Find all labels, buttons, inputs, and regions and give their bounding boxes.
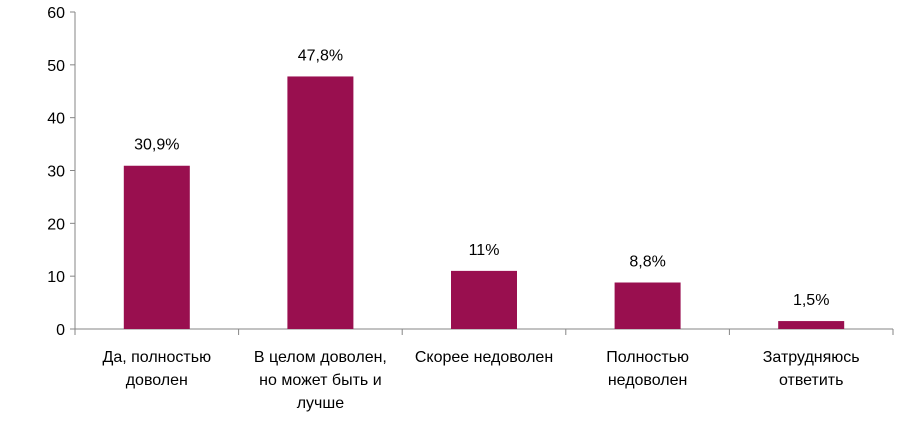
bars	[123, 76, 845, 329]
category-label: Полностью	[606, 349, 689, 366]
bar	[778, 321, 845, 329]
y-tick-label: 40	[47, 111, 65, 128]
y-tick-label: 0	[56, 322, 65, 339]
data-label: 47,8%	[298, 47, 343, 64]
category-labels: Да, полностью доволен В целом доволен, но м…	[103, 349, 860, 412]
category-label: ответить	[779, 372, 844, 389]
y-axis: 0 10 20 30 40 50 60	[47, 5, 76, 339]
data-label: 11%	[469, 242, 500, 259]
data-label: 30,9%	[134, 137, 179, 154]
category-label: доволен	[126, 372, 188, 389]
category-label: Скорее недоволен	[415, 349, 553, 366]
y-tick-label: 20	[47, 216, 65, 233]
y-tick-label: 30	[47, 164, 65, 181]
bar	[451, 270, 517, 329]
y-tick-label: 50	[47, 58, 65, 75]
data-label: 1,5%	[793, 292, 829, 309]
category-label: лучше	[297, 395, 345, 412]
category-label: Да, полностью	[103, 349, 212, 366]
category-label: Затрудняюсь	[763, 349, 860, 366]
bar	[123, 165, 190, 329]
x-axis	[74, 328, 894, 335]
data-labels: 30,9% 47,8% 11% 8,8% 1,5%	[134, 47, 829, 309]
data-label: 8,8%	[629, 254, 665, 271]
category-label: В целом доволен,	[254, 349, 387, 366]
bar	[614, 282, 681, 329]
category-label: но может быть и	[259, 372, 381, 389]
bar	[287, 76, 354, 329]
y-tick-label: 10	[47, 269, 65, 286]
y-tick-label: 60	[47, 5, 65, 22]
category-label: недоволен	[608, 372, 688, 389]
